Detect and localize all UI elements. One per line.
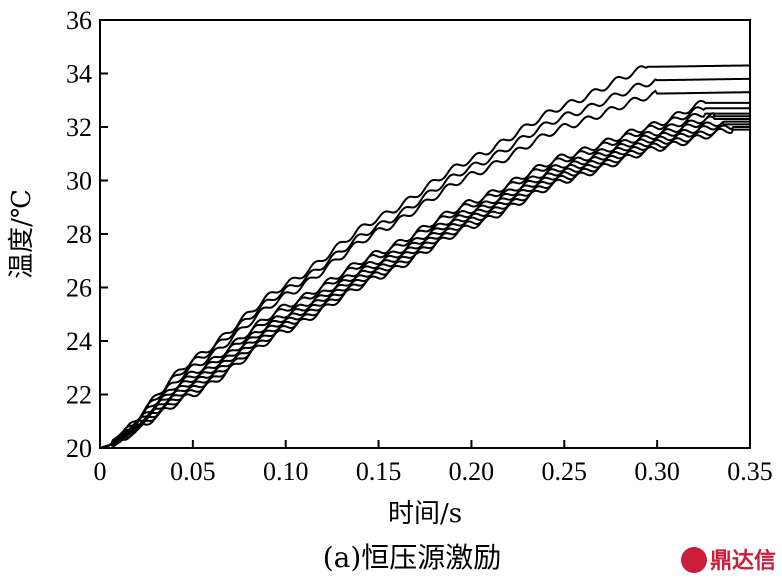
y-tick-label: 34 — [66, 60, 92, 89]
series-lines — [99, 64, 751, 449]
figure-caption: (a)恒压源激励 — [323, 541, 502, 574]
x-tick-label: 0.25 — [542, 457, 588, 486]
y-tick-label: 32 — [66, 113, 92, 142]
watermark-text: 鼎达信 — [710, 548, 776, 574]
y-tick-label: 24 — [66, 327, 92, 356]
y-tick-label: 30 — [66, 167, 92, 196]
x-tick-label: 0.35 — [727, 457, 773, 486]
plot-frame — [99, 19, 751, 449]
watermark-logo: 鼎达信 — [681, 547, 776, 574]
x-tick-label: 0.15 — [356, 457, 402, 486]
series-line-3 — [99, 89, 751, 449]
y-tick-label: 22 — [66, 381, 92, 410]
series-line-1 — [99, 64, 751, 449]
y-tick-label: 28 — [66, 220, 92, 249]
series-line-2 — [99, 77, 751, 449]
series-line-8 — [99, 115, 750, 449]
series-line-11 — [99, 124, 750, 449]
series-line-12 — [99, 127, 750, 449]
series-line-7 — [99, 111, 750, 449]
x-tick-label: 0.20 — [449, 457, 495, 486]
y-axis-title: 温度/℃ — [7, 189, 37, 279]
x-tick-label: 0.05 — [170, 457, 216, 486]
axis-ticks — [99, 19, 751, 449]
series-line-6 — [99, 112, 750, 449]
series-line-10 — [99, 121, 750, 449]
x-tick-label: 0.10 — [263, 457, 309, 486]
series-line-5 — [99, 106, 750, 449]
y-tick-label: 36 — [66, 6, 92, 35]
x-tick-label: 0 — [94, 457, 107, 486]
y-tick-label: 20 — [66, 434, 92, 463]
x-axis-title: 时间/s — [388, 499, 462, 529]
logo-emblem-icon — [681, 547, 707, 573]
series-line-9 — [99, 120, 750, 449]
x-tick-label: 0.30 — [634, 457, 680, 486]
y-tick-label: 26 — [66, 274, 92, 303]
tick-labels: 0 0.05 0.10 0.15 0.20 0.25 0.30 0.35 20 22 24 26 28 3… — [66, 6, 773, 486]
